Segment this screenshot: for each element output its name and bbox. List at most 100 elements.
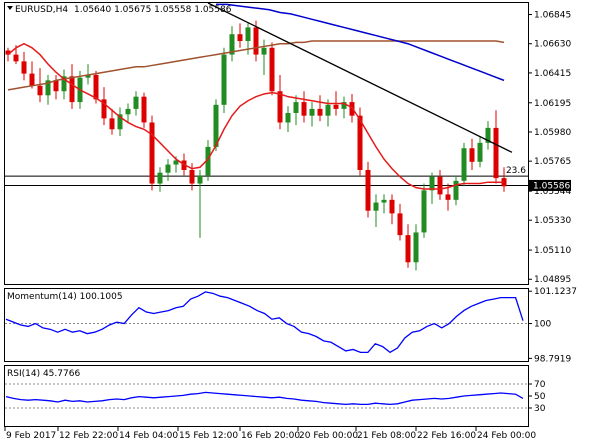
candle — [21, 51, 27, 81]
rsi-axis: 70 50 30 — [528, 380, 546, 414]
candle — [381, 194, 387, 214]
candle — [189, 163, 195, 191]
price-axis: 1.06845 1.06630 1.06415 1.06195 1.05980 1.057… — [528, 11, 571, 285]
price-tick-label: 1.04895 — [534, 275, 571, 285]
time-tick-label: 20 Feb 00:00 — [299, 431, 358, 441]
price-tick-label: 1.06630 — [534, 40, 571, 50]
candle — [149, 115, 155, 191]
time-tick-label: 14 Feb 04:00 — [119, 431, 178, 441]
price-tick-label: 1.06415 — [534, 69, 571, 79]
candle-body — [37, 85, 43, 96]
candle-body — [453, 180, 459, 200]
momentum-title: Momentum(14) 100.1005 — [7, 292, 123, 302]
rsi-panel-frame — [4, 365, 529, 427]
svg-text:1.05586: 1.05586 — [533, 181, 570, 191]
candle — [493, 110, 499, 184]
ohlc-values: 1.05640 1.05675 1.05558 1.05586 — [74, 5, 232, 15]
indicator-tick-label: 30 — [534, 404, 546, 414]
time-tick-label: 24 Feb 00:00 — [477, 431, 536, 441]
candle-body — [477, 142, 483, 162]
candle-body — [293, 102, 299, 113]
candle-body — [213, 104, 219, 147]
candle — [373, 194, 379, 227]
candle-body — [437, 176, 443, 195]
momentum-axis: 101.1237 100 98.7919 — [528, 287, 577, 364]
candle — [157, 167, 163, 192]
candle-body — [149, 122, 155, 184]
candle-body — [253, 27, 259, 55]
candle — [461, 142, 467, 187]
sma-slow-line — [7, 40, 505, 91]
candle-body — [493, 127, 499, 179]
candle — [453, 175, 459, 206]
candle-body — [189, 169, 195, 184]
candle-body — [381, 199, 387, 203]
candle — [133, 91, 139, 116]
momentum-line — [5, 291, 524, 354]
candle-body — [21, 61, 27, 74]
candle-body — [245, 27, 251, 42]
candle — [125, 103, 131, 123]
candle — [101, 87, 107, 126]
candle-body — [165, 164, 171, 173]
indicator-tick-label: 98.7919 — [534, 354, 571, 364]
candle-body — [269, 47, 275, 92]
candle — [69, 64, 75, 109]
price-tick-label: 1.05544 — [534, 187, 571, 197]
candle-body — [413, 232, 419, 263]
candle-body — [205, 146, 211, 176]
candle — [477, 136, 483, 168]
candle-body — [69, 76, 75, 103]
price-tick-label: 1.05980 — [534, 128, 571, 138]
current-price-box: 1.05586 — [529, 179, 571, 191]
candle — [53, 74, 59, 100]
candle — [397, 203, 403, 241]
candle — [437, 169, 443, 200]
candle — [221, 47, 227, 113]
candle — [269, 42, 275, 96]
candle-body — [5, 50, 11, 55]
candle — [341, 96, 347, 119]
candle-body — [285, 112, 291, 123]
candle — [205, 140, 211, 181]
trendline — [207, 2, 513, 153]
time-tick-label: 15 Feb 12:00 — [179, 431, 238, 441]
momentum-panel-frame — [4, 288, 529, 362]
candle-body — [101, 99, 107, 119]
candle-body — [45, 80, 51, 96]
time-axis: 9 Feb 2017 12 Feb 22:00 14 Feb 04:00 15 Feb… — [4, 427, 536, 441]
candle — [485, 121, 491, 150]
candle-body — [197, 175, 203, 184]
candle-body — [13, 54, 19, 62]
candle-body — [421, 190, 427, 233]
indicator-tick-label: 101.1237 — [534, 287, 577, 297]
rsi-line — [5, 391, 524, 406]
candle — [61, 69, 67, 100]
candle-body — [341, 102, 347, 109]
symbol-timeframe: EURUSD,H4 — [15, 5, 68, 15]
time-tick-label: 12 Feb 22:00 — [59, 431, 118, 441]
candle-body — [301, 102, 307, 116]
candle-body — [333, 104, 339, 109]
candle — [309, 102, 315, 127]
candle-body — [277, 91, 283, 123]
price-tick-label: 1.05330 — [534, 216, 571, 226]
candle-body — [317, 108, 323, 116]
candle — [389, 194, 395, 225]
candle — [213, 99, 219, 151]
candle-body — [85, 74, 91, 78]
sma-mid-line — [216, 3, 505, 82]
time-tick-label: 21 Feb 08:00 — [357, 431, 416, 441]
chart-header: EURUSD,H4 1.05640 1.05675 1.05558 1.0558… — [7, 5, 232, 15]
candle — [117, 107, 123, 137]
candle-body — [365, 169, 371, 211]
candle — [5, 47, 11, 62]
candle-body — [357, 115, 363, 170]
candle-body — [397, 213, 403, 236]
indicator-tick-label: 50 — [534, 392, 546, 402]
candle-body — [133, 96, 139, 109]
candle-body — [429, 176, 435, 191]
price-tick-label: 1.05110 — [534, 246, 571, 256]
candle-body — [261, 47, 267, 55]
